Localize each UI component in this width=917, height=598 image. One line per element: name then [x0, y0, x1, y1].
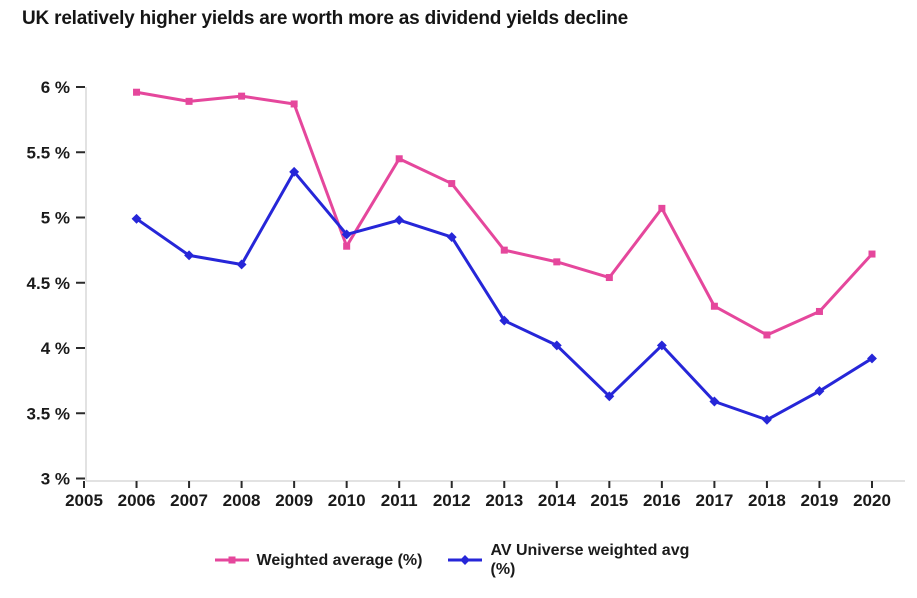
data-point-marker — [133, 88, 141, 96]
legend-item-weighted-average[interactable]: Weighted average (%) — [214, 551, 423, 570]
y-tick-label: 5 % — [41, 209, 70, 228]
x-tick-label: 2005 — [65, 491, 103, 510]
data-point-marker — [553, 258, 561, 266]
data-point-marker — [500, 246, 508, 254]
data-point-marker — [446, 232, 457, 243]
x-tick-label: 2016 — [643, 491, 681, 510]
data-point-marker — [290, 100, 298, 108]
x-tick-label: 2020 — [853, 491, 891, 510]
x-tick-label: 2008 — [223, 491, 261, 510]
y-tick-label: 5.5 % — [27, 143, 70, 162]
data-point-marker — [710, 302, 718, 310]
data-point-marker — [289, 166, 300, 177]
data-point-marker — [343, 242, 351, 250]
legend-item-av-universe-weighted-avg[interactable]: AV Universe weighted avg (%) — [448, 541, 702, 579]
legend-swatch-av-universe-icon — [448, 555, 483, 566]
data-point-marker — [236, 259, 247, 270]
data-point-marker — [658, 204, 666, 212]
y-tick-label: 3.5 % — [27, 404, 70, 423]
x-tick-label: 2006 — [118, 491, 156, 510]
data-point-marker — [815, 307, 823, 315]
data-point-marker — [604, 391, 615, 402]
chart-title: UK relatively higher yields are worth mo… — [22, 8, 629, 29]
data-point-marker — [761, 414, 772, 425]
data-point-marker — [395, 155, 403, 163]
x-tick-label: 2014 — [538, 491, 576, 510]
data-point-marker — [394, 215, 405, 226]
data-point-marker — [238, 92, 246, 100]
data-point-marker — [341, 229, 352, 240]
chart-legend: Weighted average (%) AV Universe weighte… — [0, 541, 917, 579]
data-point-marker — [605, 274, 613, 282]
data-point-marker — [814, 386, 825, 397]
data-point-marker — [131, 213, 142, 224]
y-tick-label: 4.5 % — [27, 274, 70, 293]
x-tick-label: 2017 — [695, 491, 733, 510]
data-point-marker — [448, 180, 456, 188]
x-tick-label: 2010 — [328, 491, 366, 510]
x-tick-label: 2007 — [170, 491, 208, 510]
y-tick-label: 6 % — [41, 78, 70, 97]
data-point-marker — [184, 250, 195, 261]
data-point-marker — [656, 340, 667, 351]
data-point-marker — [551, 340, 562, 351]
data-point-marker — [185, 97, 193, 105]
data-point-marker — [709, 396, 720, 407]
legend-swatch-weighted-average-icon — [214, 556, 249, 564]
y-tick-label: 4 % — [41, 339, 70, 358]
legend-label-weighted-average: Weighted average (%) — [256, 551, 423, 569]
data-point-marker — [499, 315, 510, 326]
series-line-1 — [135, 170, 874, 422]
x-tick-label: 2011 — [381, 491, 418, 510]
data-point-marker — [763, 331, 771, 339]
x-tick-label: 2013 — [485, 491, 523, 510]
data-point-marker — [867, 353, 877, 364]
legend-label-av-universe-weighted-avg: AV Universe weighted avg (%) — [490, 542, 690, 579]
x-tick-label: 2012 — [433, 491, 471, 510]
x-tick-label: 2019 — [801, 491, 839, 510]
series-line-0 — [135, 90, 874, 337]
x-tick-label: 2009 — [275, 491, 313, 510]
x-tick-label: 2018 — [748, 491, 786, 510]
y-tick-label: 3 % — [41, 470, 70, 489]
data-point-marker — [868, 250, 876, 258]
x-tick-label: 2015 — [590, 491, 628, 510]
line-chart: 3 % 3.5 % 4 % 4.5 % 5 % 5.5 % 6 % 2005 2006 2007 2… — [27, 78, 905, 510]
